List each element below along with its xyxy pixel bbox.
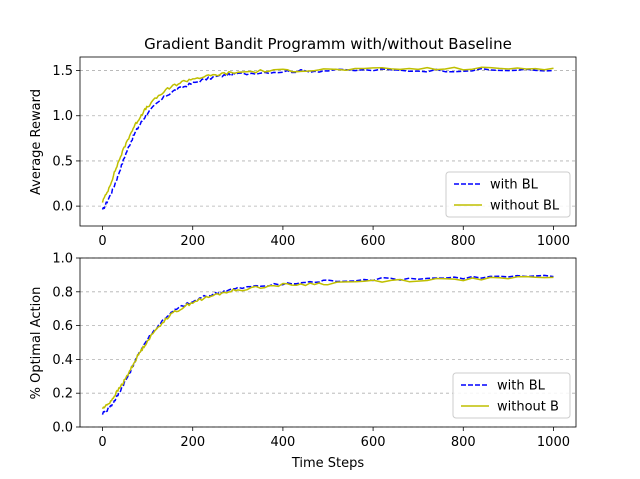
series-line-1 <box>101 275 554 410</box>
x-tick-label: 400 <box>270 234 295 249</box>
y-tick-label: 0.4 <box>52 353 73 368</box>
x-tick-label: 800 <box>451 234 476 249</box>
y-tick-label: 0.5 <box>52 154 73 169</box>
legend-label-1: without B <box>497 400 559 415</box>
x-axis-label: Time Steps <box>291 456 365 471</box>
bottom-panel: 0.0 0.2 0.4 0.6 0.8 1.0 0 200 400 600 800 1000 with … <box>52 252 577 450</box>
x-tick-label: 200 <box>180 435 205 450</box>
x-tick-label: 600 <box>361 435 386 450</box>
x-tick-label: 200 <box>180 234 205 249</box>
x-tick-label: 0 <box>98 435 106 450</box>
x-tick-label: 0 <box>98 234 106 249</box>
x-tick-label: 800 <box>451 435 476 450</box>
y-tick-label: 1.5 <box>52 64 73 79</box>
y-tick-label: 0.0 <box>52 200 73 215</box>
plot-frame <box>79 257 577 428</box>
top-panel: 0.0 0.5 1.0 1.5 0 200 400 600 800 1000 with BL with… <box>52 56 577 249</box>
y-tick-label: 0.2 <box>52 387 73 402</box>
legend-label-0: with BL <box>490 178 539 193</box>
y-tick-label: 0.0 <box>52 421 73 436</box>
x-tick-label: 600 <box>361 234 386 249</box>
y-tick-label: 1.0 <box>52 252 73 267</box>
chart-title: Gradient Bandit Programm with/without Ba… <box>144 35 512 53</box>
plot-frame <box>79 56 577 227</box>
top-y-axis-label: Average Reward <box>29 89 44 195</box>
legend-label-0: with BL <box>497 379 546 394</box>
x-tick-label: 1000 <box>537 234 570 249</box>
y-tick-label: 0.8 <box>52 285 73 300</box>
y-tick-label: 0.6 <box>52 319 73 334</box>
y-tick-label: 1.0 <box>52 109 73 124</box>
x-tick-label: 400 <box>270 435 295 450</box>
series-line-1 <box>101 66 554 203</box>
bottom-y-axis-label: % Optimal Action <box>29 287 44 400</box>
x-tick-label: 1000 <box>537 435 570 450</box>
legend-label-1: without BL <box>490 199 560 214</box>
